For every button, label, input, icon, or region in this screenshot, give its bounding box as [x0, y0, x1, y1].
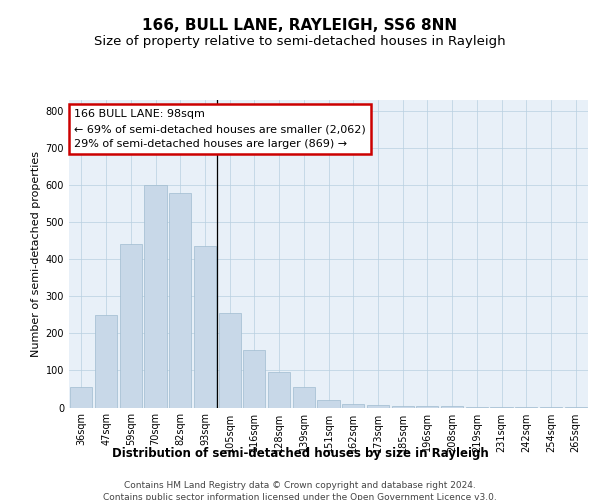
Bar — [441, 406, 463, 408]
Bar — [145, 185, 167, 408]
Text: 166, BULL LANE, RAYLEIGH, SS6 8NN: 166, BULL LANE, RAYLEIGH, SS6 8NN — [142, 18, 458, 32]
Text: Contains HM Land Registry data © Crown copyright and database right 2024.
Contai: Contains HM Land Registry data © Crown c… — [103, 481, 497, 500]
Bar — [490, 407, 512, 408]
Bar — [367, 404, 389, 407]
Bar — [317, 400, 340, 407]
Bar — [392, 406, 414, 407]
Bar — [466, 407, 488, 408]
Text: Distribution of semi-detached houses by size in Rayleigh: Distribution of semi-detached houses by … — [112, 448, 488, 460]
Bar — [293, 387, 315, 407]
Bar — [243, 350, 265, 408]
Bar — [194, 246, 216, 408]
Bar — [268, 372, 290, 408]
Bar — [169, 192, 191, 408]
Text: Size of property relative to semi-detached houses in Rayleigh: Size of property relative to semi-detach… — [94, 35, 506, 48]
Bar — [416, 406, 439, 407]
Bar — [342, 404, 364, 407]
Y-axis label: Number of semi-detached properties: Number of semi-detached properties — [31, 151, 41, 357]
Bar — [70, 387, 92, 407]
Text: 166 BULL LANE: 98sqm
← 69% of semi-detached houses are smaller (2,062)
29% of se: 166 BULL LANE: 98sqm ← 69% of semi-detac… — [74, 109, 366, 149]
Bar — [218, 313, 241, 408]
Bar — [95, 315, 117, 408]
Bar — [119, 244, 142, 408]
